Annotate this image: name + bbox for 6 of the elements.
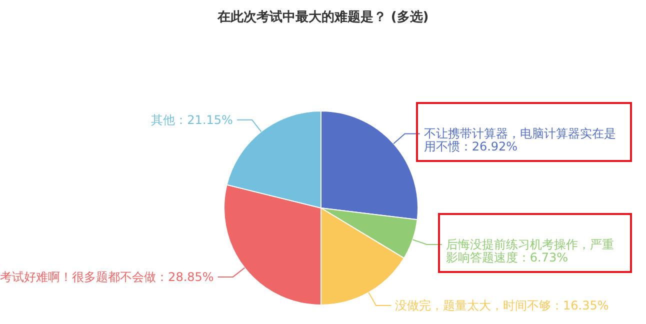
slice-label: 考试好难啊！很多题都不会做：28.85%	[0, 270, 214, 284]
slice-label: 没做完，题量太大，时间不够：16.35%	[395, 298, 609, 313]
slice-label: 其他：21.15%	[151, 112, 233, 127]
chart-title: 在此次考试中最大的难题是？ (多选)	[216, 9, 429, 25]
slice-label: 不让携带计算器，电脑计算器实在是用不惯：26.92%	[424, 126, 616, 154]
slice-label: 后悔没提前练习机考操作，严重影响答题速度：6.73%	[446, 238, 614, 265]
